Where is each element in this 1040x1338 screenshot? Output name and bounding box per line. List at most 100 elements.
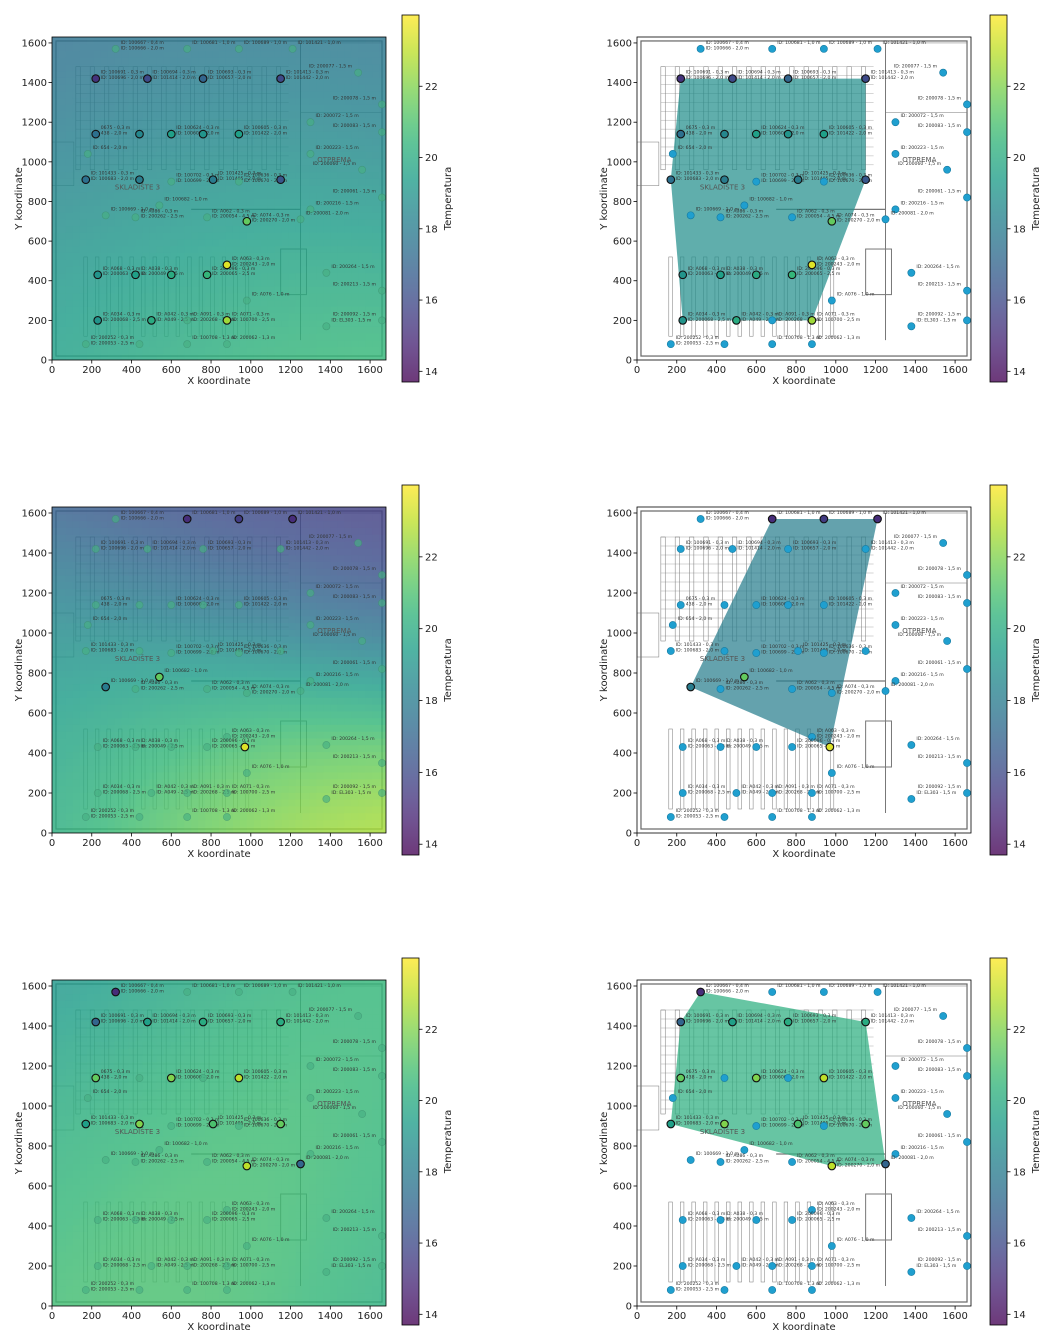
sensor [378,101,385,108]
heat-cell [52,785,60,792]
heat-cell [205,772,213,779]
heat-cell [303,299,311,306]
heat-cell [149,718,157,725]
heat-cell [52,293,60,300]
heat-cell [379,57,387,64]
heat-cell [149,293,157,300]
heat-cell [198,677,206,684]
heat-cell [261,718,269,725]
sensor-label: ID: 200081 - 2,0 m [891,210,935,216]
heat-cell [247,225,255,232]
heat-cell [115,286,123,293]
heat-cell [240,185,248,192]
heat-cell [149,118,157,125]
active-sensor [167,271,175,279]
heat-cell [156,192,164,199]
heat-cell [379,259,387,266]
heat-cell [379,219,387,226]
heat-cell [87,785,95,792]
heat-cell [94,704,102,711]
y-tick-label: 1000 [22,157,47,168]
heat-cell [337,239,345,246]
heat-cell [275,118,283,125]
heat-cell [73,738,81,745]
heat-cell [309,813,317,820]
heat-cell [80,609,88,616]
heat-cell [163,561,171,568]
heat-cell [219,527,227,534]
heat-cell [122,609,130,616]
heat-cell [296,643,304,650]
heat-cell [289,704,297,711]
heat-cell [358,131,366,138]
heat-cell [170,44,178,51]
heat-cell [94,622,102,629]
heat-cell [101,765,109,772]
heat-cell [80,306,88,313]
heat-cell [358,151,366,158]
heat-cell [52,246,60,253]
heat-cell [163,799,171,806]
heat-cell [101,138,109,145]
sensor-label-line: ID: 100600 - 2,0 m [176,130,220,136]
heat-cell [254,826,262,833]
heat-cell [351,347,359,354]
heat-cell [226,286,234,293]
heat-cell [115,582,123,589]
heat-cell [198,279,206,286]
heat-cell [365,340,373,347]
heat-cell [108,772,116,779]
heat-cell [282,98,290,105]
sensor-label-line: ID: 200262 - 2,5 m [726,214,770,220]
heat-cell [372,340,380,347]
heat-cell [129,138,137,145]
heat-cell [240,527,248,534]
heat-cell [115,279,123,286]
heat-cell [303,527,311,534]
y-tick-label: 1200 [22,118,47,129]
heat-cell [163,50,171,57]
sensor [963,287,970,294]
heat-cell [330,131,338,138]
heat-cell [59,602,67,609]
heat-cell [233,158,241,165]
heat-cell [59,595,67,602]
heat-cell [94,232,102,239]
heat-cell [247,199,255,206]
heat-cell [212,50,220,57]
heat-cell [66,313,74,320]
heat-cell [108,347,116,354]
heat-cell [323,697,331,704]
heat-cell [66,138,74,145]
heat-cell [136,57,144,64]
heat-cell [198,731,206,738]
heat-cell [163,326,171,333]
heat-cell [205,521,213,528]
heat-cell [205,582,213,589]
heat-cell [87,266,95,273]
heat-cell [59,718,67,725]
heat-cell [275,306,283,313]
heat-cell [254,158,262,165]
sensor-label-line: ID: A062 - 0,3 m [797,208,835,214]
heat-cell [80,64,88,71]
heat-cell [87,527,95,534]
heat-cell [73,602,81,609]
heat-cell [191,205,199,212]
heat-cell [226,799,234,806]
heat-cell [309,286,317,293]
sensor [307,150,314,157]
heat-cell [233,575,241,582]
heat-cell [337,138,345,145]
heat-cell [323,347,331,354]
heat-cell [184,826,192,833]
heat-cell [268,225,276,232]
heat-cell [275,151,283,158]
heat-cell [268,609,276,616]
heat-cell [66,306,74,313]
heat-cell [358,44,366,51]
heat-cell [233,826,241,833]
heat-cell [101,239,109,246]
heat-cell [170,151,178,158]
